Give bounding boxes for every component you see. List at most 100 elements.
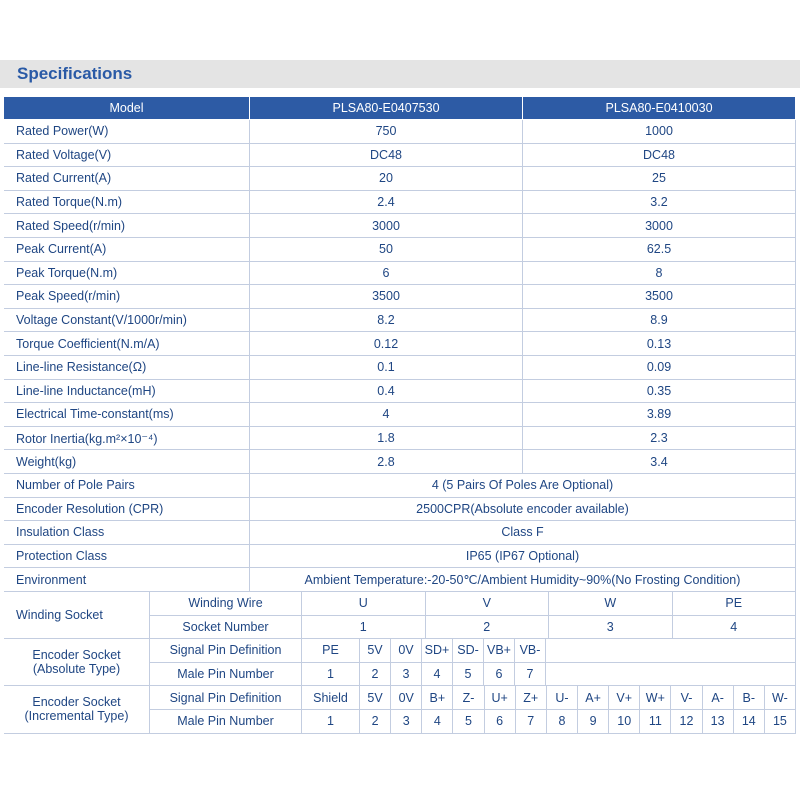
column-header: PLSA80-E0407530: [250, 97, 523, 120]
row-label: Protection Class: [4, 544, 250, 569]
row-label: Rotor Inertia(kg.m²×10⁻⁴): [4, 426, 250, 451]
value-cell: A-: [702, 686, 734, 710]
value-cell: 8.9: [523, 308, 796, 333]
value-cell: 0.12: [250, 332, 523, 356]
label-line: Encoder Socket: [32, 695, 121, 710]
row-label: Rated Power(W): [4, 120, 250, 144]
value-cell: Ambient Temperature:-20-50℃/Ambient Humi…: [250, 568, 796, 592]
value-cell: 3500: [523, 285, 796, 309]
label-line: (Incremental Type): [24, 709, 129, 724]
value-cell: 25: [523, 167, 796, 191]
value-cell: 3.4: [523, 450, 796, 474]
row-sublabel: Winding Wire: [150, 592, 302, 616]
row-sublabel: Signal Pin Definition: [150, 639, 302, 663]
value-cell: 9: [578, 710, 610, 734]
value-cell: VB-: [515, 639, 546, 663]
empty-cell: [546, 662, 796, 687]
label-line: Winding Socket: [16, 608, 103, 623]
value-cell: U-: [546, 686, 578, 710]
value-cell: 0V: [391, 686, 423, 710]
value-cell: 1.8: [250, 426, 523, 451]
value-cell: 1: [302, 710, 360, 734]
value-cell: 0.09: [523, 356, 796, 380]
value-cell: V+: [609, 686, 641, 710]
value-cell: 2: [425, 615, 549, 640]
value-cell: 3000: [523, 214, 796, 238]
row-label: Rated Current(A): [4, 167, 250, 191]
value-cell: U+: [484, 686, 516, 710]
value-cell: 20: [250, 167, 523, 191]
value-cell: 0.4: [250, 379, 523, 404]
value-cell: 750: [250, 120, 523, 144]
value-cell: 15: [764, 710, 796, 734]
value-cell: W: [549, 592, 673, 616]
value-cell: 6: [250, 261, 523, 286]
value-cell: 0.13: [523, 332, 796, 356]
row-label: Line-line Inductance(mH): [4, 379, 250, 404]
value-cell: 5V: [360, 639, 391, 663]
section-title: Specifications: [17, 64, 133, 83]
value-cell: 0.35: [523, 379, 796, 404]
row-label: Rated Speed(r/min): [4, 214, 250, 238]
value-cell: 8: [523, 261, 796, 286]
group-label: Encoder Socket (Incremental Type): [4, 686, 150, 734]
row-label: Environment: [4, 568, 250, 592]
value-cell: B+: [422, 686, 454, 710]
value-cell: W+: [640, 686, 672, 710]
value-cell: 12: [671, 710, 703, 734]
row-label: Torque Coefficient(N.m/A): [4, 332, 250, 356]
value-cell: 2.4: [250, 190, 523, 215]
column-header: Model: [4, 97, 250, 120]
value-cell: PE: [672, 592, 796, 616]
value-cell: 1000: [523, 120, 796, 144]
row-label: Number of Pole Pairs: [4, 474, 250, 498]
value-cell: DC48: [250, 143, 523, 168]
value-cell: 4: [250, 403, 523, 427]
value-cell: U: [302, 592, 426, 616]
value-cell: Z+: [515, 686, 547, 710]
value-cell: 2: [360, 662, 391, 687]
value-cell: 10: [609, 710, 641, 734]
value-cell: 14: [733, 710, 765, 734]
group-label: Winding Socket: [4, 592, 150, 640]
row-label: Voltage Constant(V/1000r/min): [4, 308, 250, 333]
value-cell: 7: [515, 710, 547, 734]
value-cell: DC48: [523, 143, 796, 168]
group-label: Encoder Socket (Absolute Type): [4, 639, 150, 687]
value-cell: Class F: [250, 521, 796, 545]
value-cell: 4: [422, 710, 454, 734]
row-label: Peak Speed(r/min): [4, 285, 250, 309]
row-label: Electrical Time-constant(ms): [4, 403, 250, 427]
value-cell: 2.8: [250, 450, 523, 474]
value-cell: Shield: [302, 686, 360, 710]
row-sublabel: Male Pin Number: [150, 710, 302, 734]
value-cell: V: [425, 592, 549, 616]
value-cell: 0.1: [250, 356, 523, 380]
row-label: Peak Current(A): [4, 238, 250, 262]
row-label: Line-line Resistance(Ω): [4, 356, 250, 380]
row-label: Rated Voltage(V): [4, 143, 250, 168]
value-cell: 5V: [360, 686, 392, 710]
value-cell: 3.89: [523, 403, 796, 427]
row-label: Weight(kg): [4, 450, 250, 474]
row-label: Rated Torque(N.m): [4, 190, 250, 215]
row-label: Encoder Resolution (CPR): [4, 497, 250, 522]
value-cell: 3: [391, 662, 422, 687]
value-cell: 0V: [391, 639, 422, 663]
value-cell: 3: [391, 710, 423, 734]
value-cell: 13: [702, 710, 734, 734]
value-cell: B-: [733, 686, 765, 710]
value-cell: 5: [453, 710, 485, 734]
value-cell: 7: [515, 662, 546, 687]
value-cell: 4: [422, 662, 453, 687]
value-cell: 5: [453, 662, 484, 687]
value-cell: 1: [302, 662, 360, 687]
row-label: Insulation Class: [4, 521, 250, 545]
value-cell: 6: [484, 710, 516, 734]
value-cell: W-: [764, 686, 796, 710]
value-cell: 62.5: [523, 238, 796, 262]
value-cell: Z-: [453, 686, 485, 710]
value-cell: PE: [302, 639, 360, 663]
column-header: PLSA80-E0410030: [523, 97, 796, 120]
